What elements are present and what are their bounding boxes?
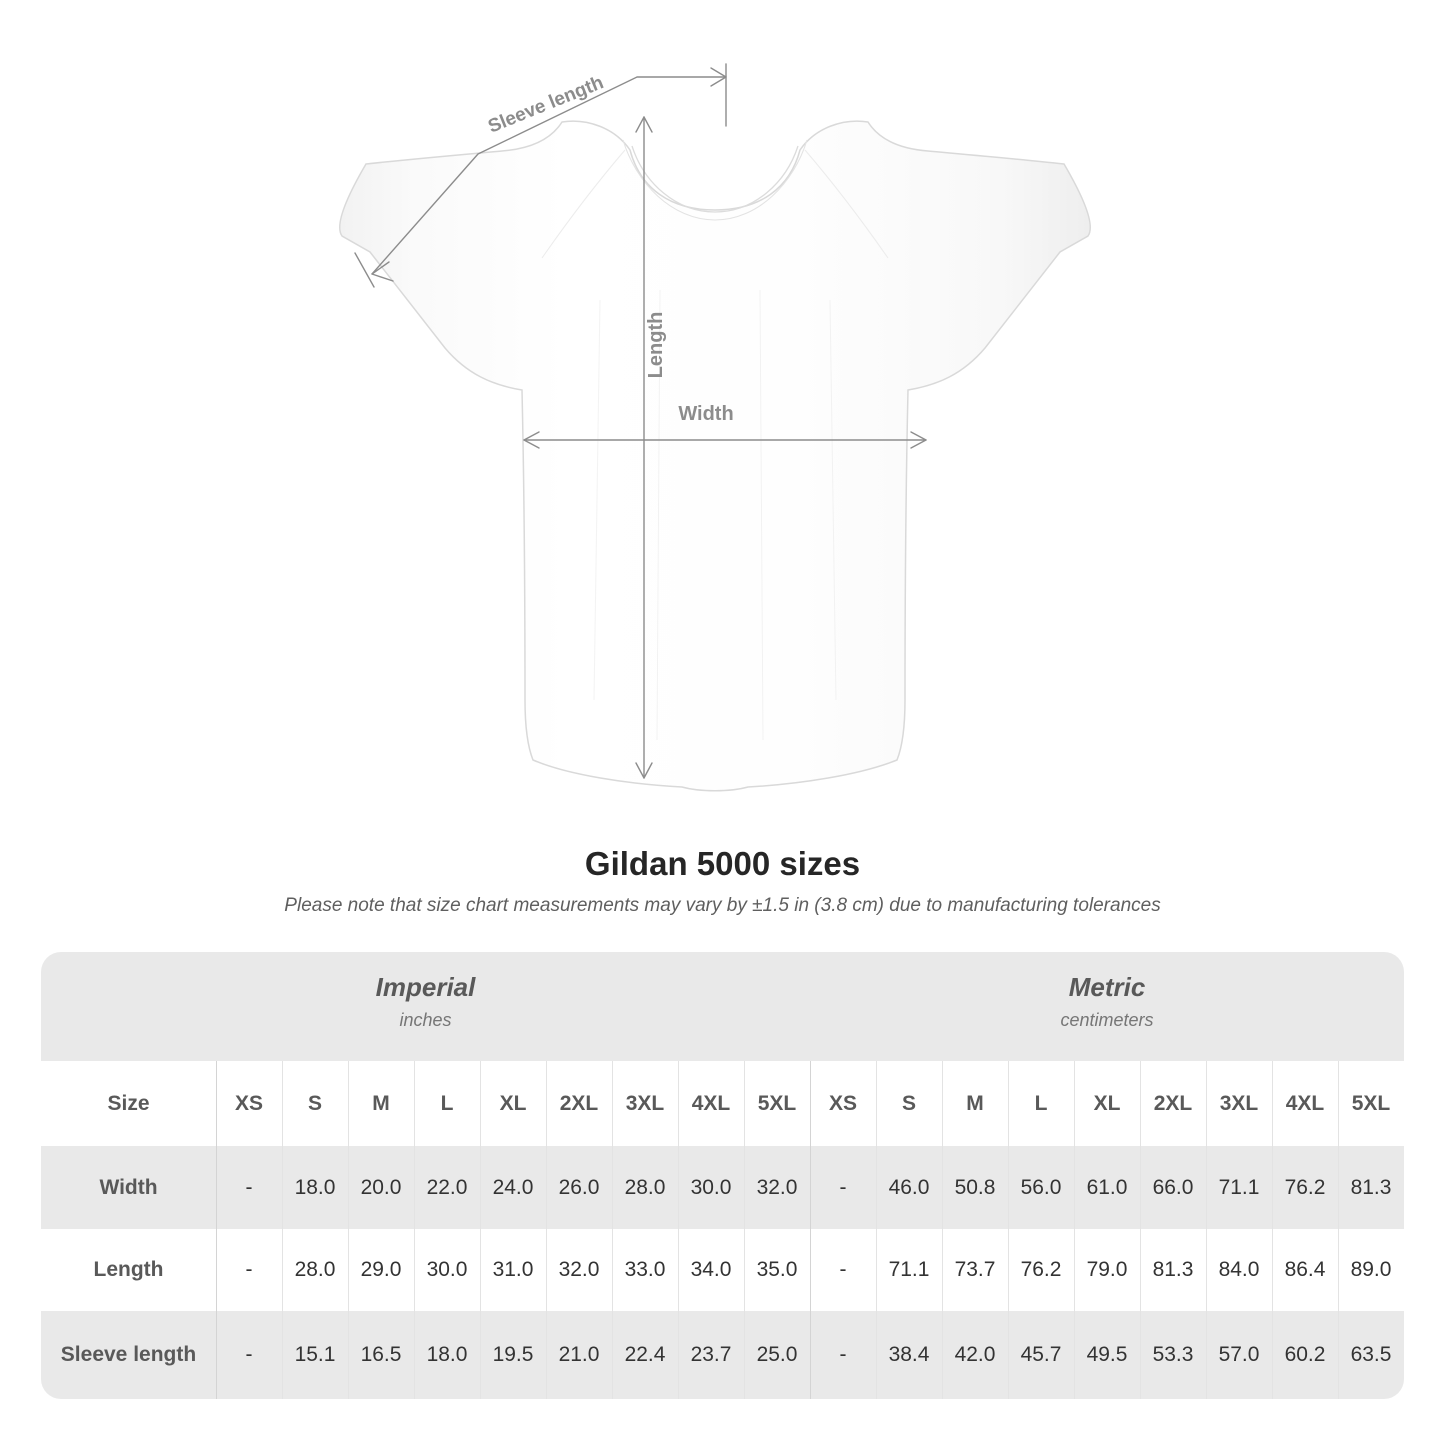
- svg-text:Length: Length: [645, 312, 667, 379]
- svg-text:Width: Width: [678, 403, 733, 425]
